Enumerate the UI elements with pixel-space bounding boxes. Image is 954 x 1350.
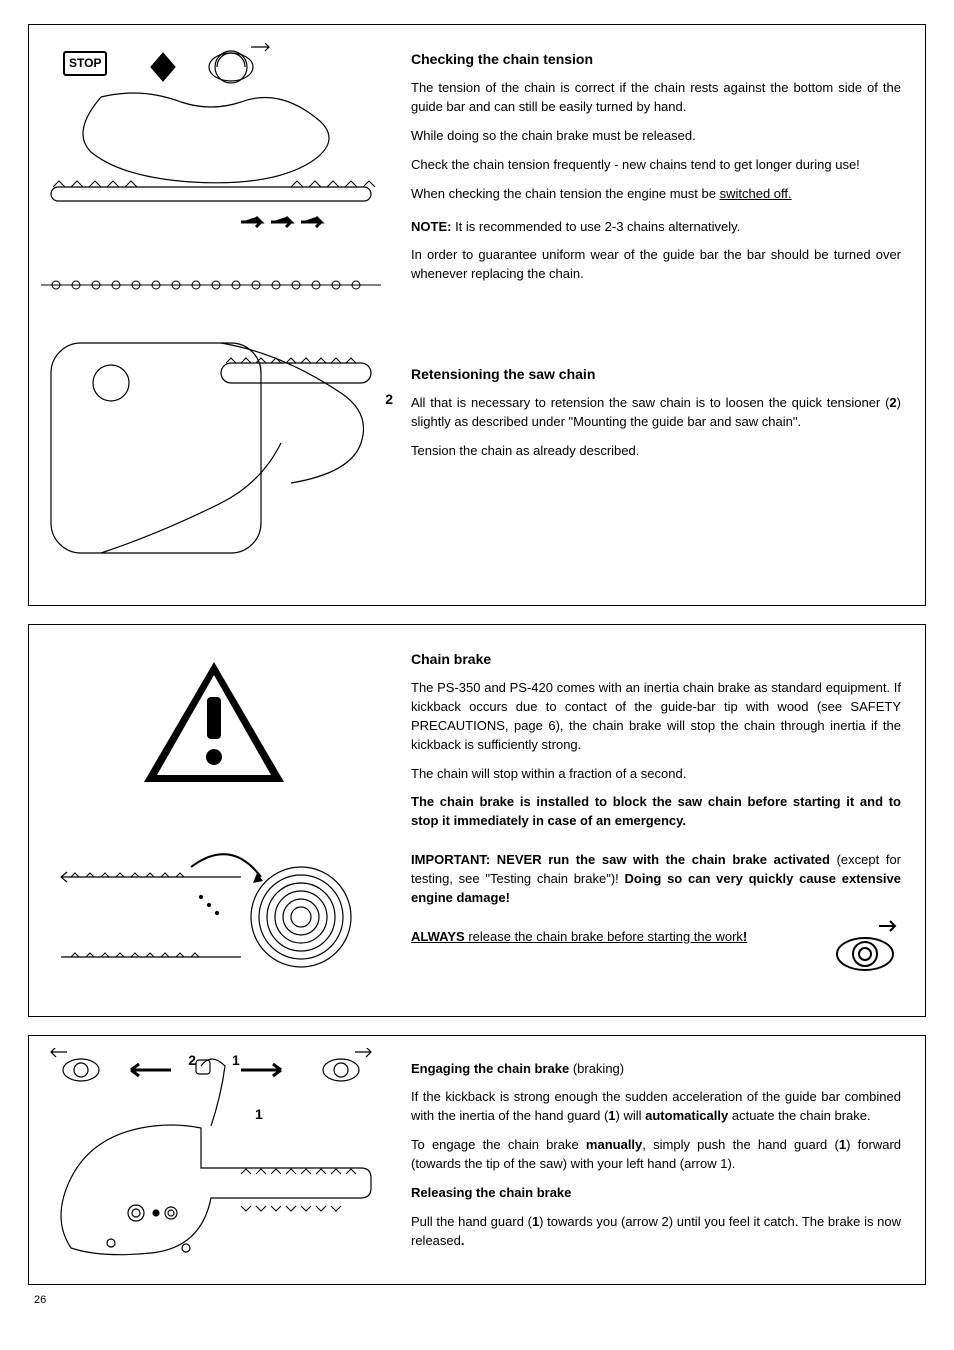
heading-engage-b: (braking) (573, 1061, 624, 1076)
s1-note: NOTE: It is recommended to use 2-3 chain… (411, 218, 901, 237)
s1-p4a: When checking the chain tension the engi… (411, 186, 720, 201)
label-2: 2 (188, 1050, 196, 1070)
s1-p6b: 2 (889, 395, 896, 410)
s2-p4a: IMPORTANT: NEVER run the saw with the ch… (411, 852, 830, 867)
s2-p1: The PS-350 and PS-420 comes with an iner… (411, 679, 901, 754)
s2-p2: The chain will stop within a fraction of… (411, 765, 901, 784)
s3-top-labels: 2 1 (29, 1050, 399, 1070)
s1-p4: When checking the chain tension the engi… (411, 185, 901, 204)
section1-text: Checking the chain tension The tension o… (399, 25, 925, 605)
warning-triangle-icon (139, 657, 289, 787)
release-brake-icon (829, 918, 901, 974)
heading-engage-a: Engaging the chain brake (411, 1061, 573, 1076)
s1-p3: Check the chain tension frequently - new… (411, 156, 901, 175)
stop-badge: STOP (63, 51, 107, 76)
s2-p5: ALWAYS release the chain brake before st… (411, 924, 901, 950)
heading-retension: Retensioning the saw chain (411, 364, 901, 384)
note-text: It is recommended to use 2-3 chains alte… (451, 219, 740, 234)
figure-retension (41, 323, 381, 573)
s2-p5a: ALWAYS (411, 929, 465, 944)
section-engage-brake: 2 1 1 (28, 1035, 926, 1286)
s1-p5: In order to guarantee uniform wear of th… (411, 246, 901, 284)
section-chain-tension: STOP (28, 24, 926, 606)
s3-p2a: To engage the chain brake (411, 1137, 586, 1152)
s3-p1b: 1 (608, 1108, 615, 1123)
heading-chain-brake: Chain brake (411, 649, 901, 669)
s1-p6a: All that is necessary to retension the s… (411, 395, 889, 410)
heading-engage: Engaging the chain brake (braking) (411, 1060, 901, 1079)
s1-p1: The tension of the chain is correct if t… (411, 79, 901, 117)
s3-p3d: . (461, 1233, 465, 1248)
s3-p3a: Pull the hand guard ( (411, 1214, 532, 1229)
section2-figures (29, 625, 399, 1016)
s3-p2d: 1 (839, 1137, 846, 1152)
s3-p1: If the kickback is strong enough the sud… (411, 1088, 901, 1126)
s2-p5b: release the chain brake before starting … (465, 929, 743, 944)
callout-2: 2 (385, 389, 393, 409)
s3-p1d: automatically (645, 1108, 728, 1123)
heading-release: Releasing the chain brake (411, 1184, 901, 1203)
section3-figures: 2 1 1 (29, 1036, 399, 1285)
s3-p3: Pull the hand guard (1) towards you (arr… (411, 1213, 901, 1251)
section-chain-brake: Chain brake The PS-350 and PS-420 comes … (28, 624, 926, 1017)
s3-p1e: actuate the chain brake. (728, 1108, 870, 1123)
s1-p4b: switched off. (720, 186, 792, 201)
page-number: 26 (34, 1293, 926, 1309)
s1-p2: While doing so the chain brake must be r… (411, 127, 901, 146)
section2-text: Chain brake The PS-350 and PS-420 comes … (399, 625, 925, 1016)
s3-p2b: manually (586, 1137, 642, 1152)
figure-engage-brake (41, 1048, 381, 1268)
s3-p1c: ) will (616, 1108, 646, 1123)
s3-p2c: , simply push the hand guard ( (642, 1137, 839, 1152)
s2-p5c: ! (743, 929, 747, 944)
s2-p4: IMPORTANT: NEVER run the saw with the ch… (411, 851, 901, 908)
s1-p6: All that is necessary to retension the s… (411, 394, 901, 432)
heading-check-tension: Checking the chain tension (411, 49, 901, 69)
section3-text: Engaging the chain brake (braking) If th… (399, 1036, 925, 1285)
s2-p3: The chain brake is installed to block th… (411, 793, 901, 831)
label-1-mid: 1 (255, 1104, 263, 1124)
s3-p2: To engage the chain brake manually, simp… (411, 1136, 901, 1174)
section1-figures: STOP (29, 25, 399, 605)
label-1-top: 1 (232, 1050, 240, 1070)
figure-chain-strip (41, 265, 381, 305)
note-label: NOTE: (411, 219, 451, 234)
s1-p7: Tension the chain as already described. (411, 442, 901, 461)
figure-kickback (41, 827, 381, 997)
